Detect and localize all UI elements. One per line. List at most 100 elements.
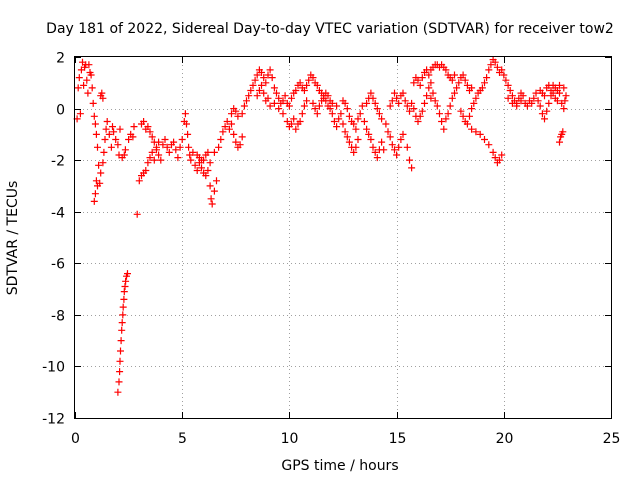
data-point [425, 71, 433, 79]
data-point [288, 94, 295, 102]
data-point [468, 125, 476, 133]
data-point [116, 368, 124, 376]
data-point [341, 99, 349, 107]
data-point [99, 94, 107, 102]
data-point [120, 288, 128, 296]
data-point [365, 130, 373, 138]
data-point [468, 105, 476, 113]
data-point [150, 138, 158, 146]
data-point [129, 133, 137, 141]
data-point [90, 112, 98, 120]
data-point [187, 156, 195, 164]
data-point [130, 123, 138, 131]
data-point [562, 92, 570, 100]
data-point [98, 89, 106, 97]
data-point [324, 92, 332, 100]
data-point [397, 136, 405, 143]
data-point [341, 128, 349, 136]
data-point [94, 143, 101, 151]
data-point [463, 81, 471, 89]
data-point [238, 133, 246, 141]
data-point [461, 76, 469, 84]
data-point [421, 99, 428, 107]
data-point [388, 141, 396, 149]
data-point [176, 143, 184, 151]
data-point [268, 74, 276, 82]
data-point [300, 102, 308, 110]
data-point [303, 97, 311, 105]
data-point [451, 89, 458, 97]
data-point [217, 136, 225, 143]
data-point [279, 110, 287, 118]
data-point [283, 118, 291, 125]
data-point [112, 136, 120, 143]
data-point [236, 141, 244, 149]
data-point [378, 138, 386, 146]
data-point [258, 69, 265, 76]
data-point [455, 79, 463, 87]
data-point [95, 161, 103, 169]
data-point [448, 94, 456, 102]
data-point [150, 156, 158, 164]
data-point [393, 94, 401, 102]
data-point [556, 89, 563, 97]
data-point [382, 120, 390, 128]
data-point [414, 76, 422, 84]
data-point [90, 197, 98, 205]
data-point [369, 143, 377, 151]
data-point [508, 92, 516, 100]
y-axis-label: SDTVAR / TECUs [5, 181, 21, 296]
data-point [253, 71, 261, 79]
grid-lines [75, 57, 611, 418]
y-tick-label: -12 [42, 412, 65, 428]
data-point [109, 123, 116, 131]
data-point [373, 105, 381, 113]
data-point [345, 112, 353, 120]
data-point [538, 110, 546, 118]
data-point [210, 148, 218, 156]
data-point [369, 94, 377, 102]
data-point [532, 89, 540, 97]
data-point [87, 71, 95, 79]
data-point [371, 99, 379, 107]
data-point [118, 319, 126, 327]
data-point [326, 105, 334, 113]
data-point [273, 89, 280, 97]
data-point [358, 102, 366, 110]
data-point [234, 112, 242, 120]
data-point [433, 102, 441, 110]
data-point [493, 63, 501, 71]
data-point [91, 120, 99, 128]
data-point [114, 388, 122, 396]
data-point [328, 99, 336, 107]
chart-title: Day 181 of 2022, Sidereal Day-to-day VTE… [46, 21, 614, 37]
data-point [260, 74, 268, 82]
data-point [395, 99, 403, 107]
data-point [99, 159, 107, 167]
data-point [560, 84, 568, 92]
data-point [119, 311, 127, 319]
data-point [266, 102, 274, 110]
plot-frame [74, 56, 612, 419]
data-point [305, 76, 313, 84]
data-point [442, 115, 450, 123]
x-tick-label: 25 [603, 431, 621, 447]
data-point [225, 125, 233, 133]
data-point [451, 71, 458, 79]
data-point [74, 84, 82, 92]
data-point [142, 167, 150, 174]
data-point [309, 74, 317, 82]
data-point [504, 94, 512, 102]
data-point [393, 151, 401, 159]
data-point [536, 102, 544, 110]
data-point [183, 120, 190, 128]
data-point [120, 151, 128, 159]
data-point [313, 81, 321, 89]
data-point [373, 154, 381, 162]
data-point [105, 130, 113, 138]
data-point [502, 76, 510, 84]
data-point [117, 347, 124, 355]
data-point [101, 136, 109, 143]
data-point [311, 105, 319, 113]
data-point [406, 107, 413, 115]
